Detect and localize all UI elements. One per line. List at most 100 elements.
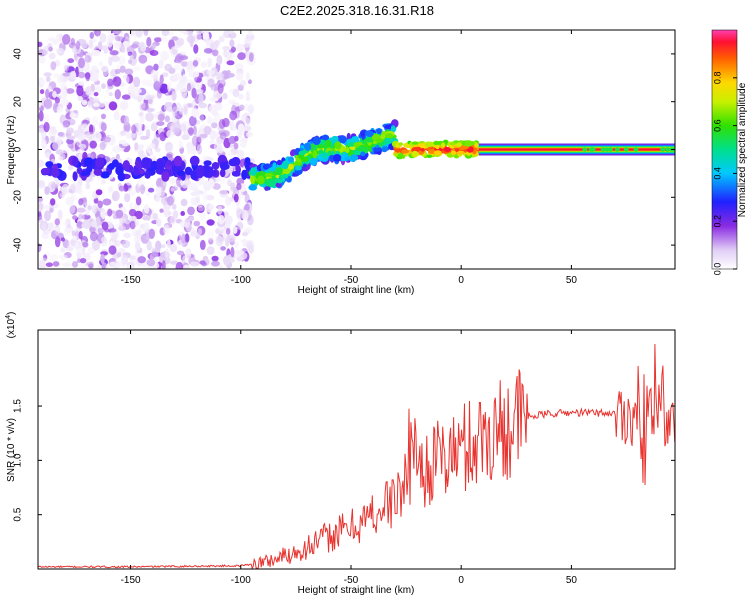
noise-speckle: [63, 221, 68, 226]
noise-speckle: [240, 239, 249, 244]
noise-speckle: [38, 196, 43, 203]
noise-speckle: [50, 61, 57, 71]
noise-speckle: [76, 137, 82, 148]
noise-speckle: [220, 177, 226, 185]
noise-speckle: [130, 30, 136, 37]
noise-speckle: [146, 259, 156, 267]
signal-blob: [287, 163, 294, 170]
noise-speckle: [138, 54, 148, 64]
noise-speckle: [190, 197, 199, 206]
noise-speckle: [51, 38, 60, 45]
noise-speckle: [95, 189, 103, 196]
noise-speckle: [80, 261, 86, 269]
noise-speckle: [165, 94, 173, 101]
signal-blob: [415, 146, 422, 151]
colorbar-gradient: [711, 29, 738, 270]
noise-speckle: [98, 60, 104, 67]
noise-speckle: [239, 252, 248, 260]
noise-speckle: [62, 239, 70, 249]
noise-speckle: [124, 193, 131, 203]
signal-blob: [161, 171, 170, 182]
noise-speckle: [159, 131, 167, 142]
noise-speckle: [209, 42, 219, 50]
noise-speckle: [38, 181, 46, 189]
x-tick-label: -150: [121, 275, 141, 286]
noise-speckle: [191, 100, 197, 110]
noise-speckle: [77, 212, 85, 222]
noise-speckle: [117, 55, 126, 65]
noise-speckle: [114, 43, 122, 49]
noise-speckle: [245, 72, 251, 81]
signal-blob: [384, 137, 393, 145]
signal-blob: [397, 152, 404, 160]
noise-speckle: [187, 30, 193, 37]
noise-speckle: [107, 78, 114, 87]
noise-speckle: [155, 187, 162, 198]
noise-speckle: [71, 261, 79, 268]
noise-speckle: [239, 104, 245, 111]
noise-speckle: [160, 36, 168, 43]
noise-speckle: [234, 241, 239, 249]
noise-speckle: [92, 68, 98, 80]
signal-blob: [350, 154, 359, 161]
signal-blob: [277, 178, 283, 184]
noise-speckle: [230, 246, 235, 258]
colorbar-tick-label: 0.8: [712, 72, 722, 85]
noise-speckle: [78, 71, 86, 79]
chart-title: C2E2.2025.318.16.31.R18: [280, 3, 434, 18]
noise-speckle: [135, 30, 143, 38]
noise-speckle: [107, 38, 113, 48]
noise-speckle: [52, 261, 60, 267]
signal-blob: [582, 147, 588, 152]
signal-blob: [132, 169, 141, 176]
noise-speckle: [160, 50, 170, 61]
noise-speckle: [114, 68, 121, 75]
noise-speckle: [81, 123, 89, 132]
noise-speckle: [160, 244, 166, 249]
noise-speckle: [182, 92, 188, 99]
noise-speckle: [188, 216, 195, 222]
noise-speckle: [223, 255, 230, 266]
noise-speckle: [151, 43, 157, 50]
noise-speckle: [143, 30, 149, 36]
noise-speckle: [63, 227, 71, 236]
x-tick-label: 0: [458, 275, 464, 286]
noise-speckle: [57, 74, 64, 84]
noise-speckle: [38, 128, 46, 133]
noise-speckle: [170, 122, 178, 128]
noise-speckle: [97, 41, 103, 50]
noise-speckle: [211, 260, 220, 267]
noise-speckle: [48, 46, 53, 52]
noise-speckle: [89, 231, 98, 242]
noise-speckle: [58, 33, 64, 42]
noise-speckle: [87, 247, 95, 255]
signal-blob: [310, 157, 318, 166]
signal-blob: [173, 155, 183, 167]
signal-blob: [86, 164, 93, 173]
noise-speckle: [76, 85, 84, 97]
noise-speckle: [237, 123, 245, 133]
noise-speckle: [190, 261, 200, 267]
noise-speckle: [45, 76, 51, 83]
noise-speckle: [115, 209, 124, 219]
noise-speckle: [181, 134, 190, 141]
noise-speckle: [48, 52, 56, 60]
noise-speckle: [110, 32, 115, 41]
noise-speckle: [224, 215, 233, 225]
noise-speckle: [102, 136, 112, 143]
noise-speckle: [60, 237, 66, 242]
noise-speckle: [217, 214, 225, 225]
noise-speckle: [38, 99, 42, 109]
signal-blob: [360, 132, 365, 137]
signal-blob: [345, 147, 350, 154]
noise-speckle: [153, 80, 162, 90]
signal-blob: [456, 142, 462, 148]
signal-blob: [375, 138, 384, 143]
signal-blob: [474, 143, 480, 147]
colorbar-tick-label: 0.0: [712, 263, 722, 276]
noise-speckle: [72, 215, 78, 220]
signal-blob: [360, 151, 366, 157]
noise-speckle: [85, 261, 94, 267]
noise-speckle: [188, 115, 197, 127]
noise-speckle: [75, 227, 81, 233]
